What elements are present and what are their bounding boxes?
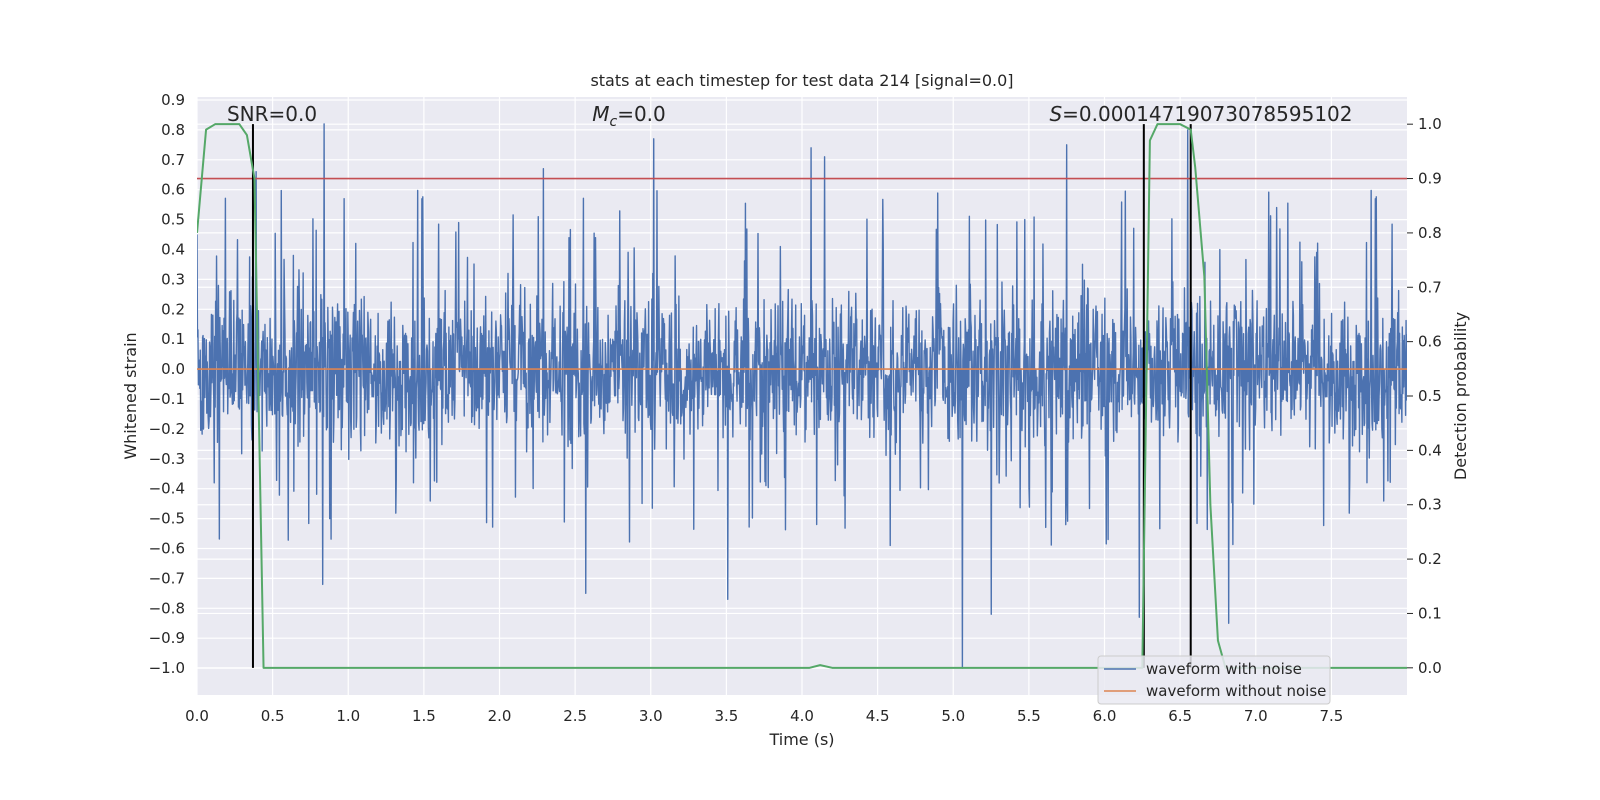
- detection-probability-line: [197, 123, 1407, 669]
- y-tick-label: 0.1: [161, 330, 185, 348]
- series-detection-probability: [197, 123, 1407, 669]
- y2-tick-label: 1.0: [1418, 115, 1442, 133]
- legend-label-noise: waveform with noise: [1146, 660, 1302, 678]
- x-axis-label: Time (s): [768, 730, 834, 749]
- y-tick-label: 0.0: [161, 360, 185, 378]
- y-tick-label: 0.9: [161, 91, 185, 109]
- x-tick-label: 5.0: [941, 707, 965, 725]
- y-tick-label: 0.8: [161, 121, 185, 139]
- chart-title: stats at each timestep for test data 214…: [590, 71, 1013, 90]
- x-tick-label: 0.5: [261, 707, 285, 725]
- annotation-snr: SNR=0.0: [227, 102, 317, 126]
- y-tick-label: −0.6: [149, 539, 185, 557]
- x-tick-label: 5.5: [1017, 707, 1041, 725]
- y2-axis-ticks: 1.0 0.9 0.8 0.7 0.6 0.5 0.4 0.3 0.2 0.1 0.0: [1407, 115, 1442, 677]
- y-tick-label: 0.2: [161, 300, 185, 318]
- x-axis-ticks: 0.0 0.5 1.0 1.5 2.0 2.5 3.0 3.5 4.0 4.5 5.0 5.5 6.0 6…: [185, 707, 1343, 725]
- y2-tick-label: 0.2: [1418, 550, 1442, 568]
- y-tick-label: 0.5: [161, 211, 185, 229]
- y-tick-label: 0.4: [161, 240, 185, 258]
- y2-tick-label: 0.1: [1418, 604, 1442, 622]
- legend: waveform with noise waveform without noi…: [1097, 655, 1331, 705]
- x-tick-label: 6.0: [1093, 707, 1117, 725]
- y-tick-label: −0.1: [149, 390, 185, 408]
- x-tick-label: 6.5: [1168, 707, 1192, 725]
- y-tick-label: −0.5: [149, 510, 185, 528]
- x-tick-label: 0.0: [185, 707, 209, 725]
- y-tick-label: 0.7: [161, 151, 185, 169]
- y2-axis-label: Detection probability: [1451, 312, 1470, 480]
- y2-tick-label: 0.0: [1418, 659, 1442, 677]
- y2-tick-label: 0.8: [1418, 224, 1442, 242]
- y-axis-ticks: 0.9 0.8 0.7 0.6 0.5 0.4 0.3 0.2 0.1 0.0 −0.1 −0.2 −0…: [149, 91, 185, 677]
- x-tick-label: 4.0: [790, 707, 814, 725]
- y-tick-label: −0.4: [149, 480, 185, 498]
- y2-tick-label: 0.5: [1418, 387, 1442, 405]
- y2-tick-label: 0.3: [1418, 496, 1442, 514]
- x-tick-label: 2.5: [563, 707, 587, 725]
- y2-tick-label: 0.9: [1418, 170, 1442, 188]
- x-tick-label: 7.0: [1244, 707, 1268, 725]
- x-tick-label: 3.5: [714, 707, 738, 725]
- y2-tick-label: 0.6: [1418, 333, 1442, 351]
- y-tick-label: 0.3: [161, 270, 185, 288]
- y-tick-label: −1.0: [149, 659, 185, 677]
- annotation-chirp-mass: Mc=0.0: [592, 102, 666, 130]
- y2-tick-label: 0.7: [1418, 278, 1442, 296]
- y-tick-label: −0.7: [149, 569, 185, 587]
- y2-tick-label: 0.4: [1418, 441, 1442, 459]
- x-tick-label: 3.0: [639, 707, 663, 725]
- y-tick-label: −0.3: [149, 450, 185, 468]
- x-tick-label: 2.0: [488, 707, 512, 725]
- legend-box: [1097, 655, 1331, 705]
- x-tick-label: 4.5: [866, 707, 890, 725]
- x-tick-label: 1.5: [412, 707, 436, 725]
- x-tick-label: 7.5: [1319, 707, 1343, 725]
- y-tick-label: −0.2: [149, 420, 185, 438]
- y-tick-label: −0.9: [149, 629, 185, 647]
- y-tick-label: 0.6: [161, 181, 185, 199]
- x-tick-label: 1.0: [336, 707, 360, 725]
- legend-label-clean: waveform without noise: [1146, 682, 1326, 700]
- y-tick-label: −0.8: [149, 599, 185, 617]
- annotation-significance: S=0.00014719073078595102: [1049, 102, 1352, 126]
- y-axis-label: Whitened strain: [121, 332, 140, 459]
